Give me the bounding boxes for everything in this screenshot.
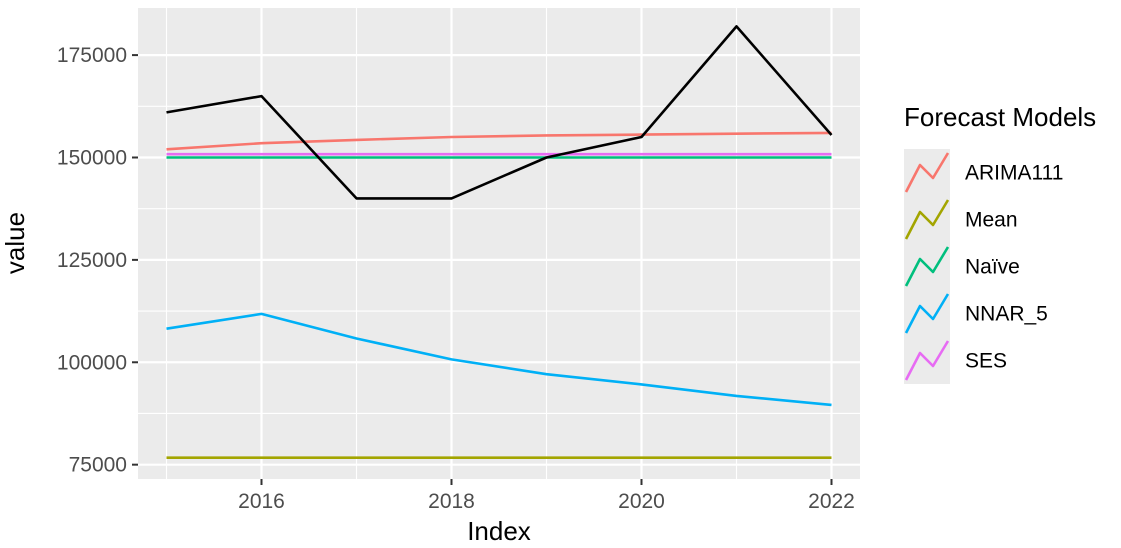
legend-title: Forecast Models — [904, 102, 1096, 132]
series-line-arima111 — [166, 131, 832, 151]
legend-label-ses: SES — [965, 350, 1007, 373]
series-line-actual — [166, 25, 833, 200]
x-axis: 2016 2018 2020 2022 — [238, 479, 855, 513]
legend-label-nnar-5: NNAR_5 — [965, 303, 1048, 326]
legend-label-na-ve: Naïve — [965, 256, 1020, 279]
y-tick-label: 100000 — [57, 351, 127, 374]
legend-swatch-nnar-5 — [904, 293, 950, 334]
x-tick-label: 2018 — [428, 490, 475, 513]
legend-swatch-ses — [904, 340, 950, 381]
legend-label-mean: Mean — [965, 209, 1018, 232]
legend-swatch-mean — [904, 199, 950, 240]
legend-swatch-arima111 — [904, 152, 950, 193]
x-axis-title: Index — [467, 516, 531, 546]
y-tick-label: 175000 — [57, 44, 127, 67]
x-tick-label: 2022 — [808, 490, 855, 513]
series-lines — [166, 25, 833, 460]
x-tick-label: 2020 — [618, 490, 665, 513]
legend: Forecast Models ARIMA111 Mean Naïve NNAR_5 S… — [904, 102, 1096, 384]
minor-gridlines — [138, 8, 860, 479]
series-line-nnar-5 — [166, 312, 832, 407]
y-tick-label: 75000 — [69, 454, 127, 477]
plot-panel — [138, 8, 860, 479]
legend-swatch-na-ve — [904, 246, 950, 287]
y-axis-title: value — [0, 212, 30, 274]
y-tick-label: 150000 — [57, 146, 127, 169]
x-tick-label: 2016 — [238, 490, 285, 513]
legend-label-arima111: ARIMA111 — [965, 162, 1063, 185]
y-axis: 75000 100000 125000 150000 175000 — [57, 44, 138, 477]
y-tick-label: 125000 — [57, 249, 127, 272]
